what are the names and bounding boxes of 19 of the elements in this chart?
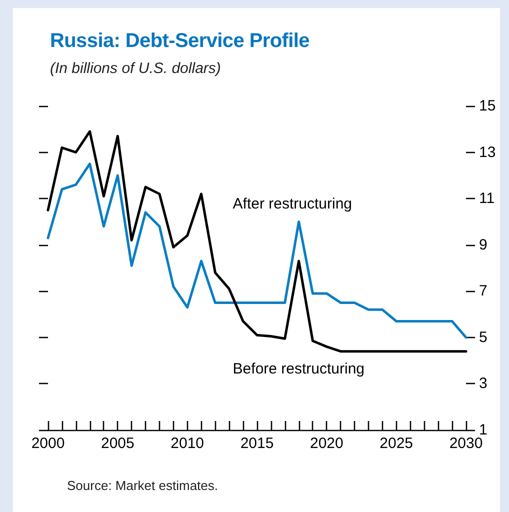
x-tick-label: 2025 xyxy=(380,435,414,452)
y-tick-label: 15 xyxy=(479,98,496,114)
x-tick-label: 2015 xyxy=(240,435,274,452)
series-label: After restructuring xyxy=(232,196,352,213)
series-label: Before restructuring xyxy=(232,360,365,378)
y-tick-label: 7 xyxy=(479,282,488,300)
y-tick-label: 5 xyxy=(479,328,488,346)
x-tick-label: 2020 xyxy=(310,435,344,452)
y-tick-label: 11 xyxy=(479,190,495,208)
y-tick-label: 3 xyxy=(479,375,488,392)
source-note: Source: Market estimates. xyxy=(67,478,218,493)
line-series xyxy=(46,162,468,339)
x-tick-label: 2005 xyxy=(100,435,134,452)
chart-subtitle: (In billions of U.S. dollars) xyxy=(50,60,221,77)
chart-title: Russia: Debt-Service Profile xyxy=(50,30,310,53)
x-tick-label: 2010 xyxy=(170,435,204,452)
y-tick-label: 9 xyxy=(479,236,488,254)
y-tick-label: 13 xyxy=(479,144,496,161)
x-tick-label: 2000 xyxy=(31,435,65,452)
